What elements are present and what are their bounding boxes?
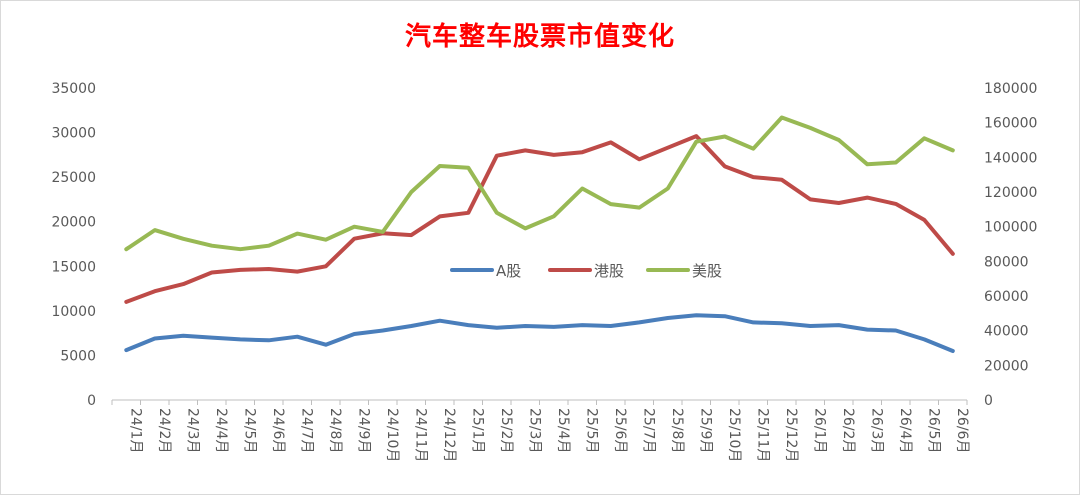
- x-tick-label: 25/9月: [697, 408, 713, 453]
- left-tick-label: 30000: [51, 126, 96, 142]
- axes: [111, 399, 968, 405]
- right-tick-label: 0: [984, 393, 993, 409]
- right-axis-ticks: 0 20000 40000 60000 80000 100000 120000 140000 1…: [984, 81, 1037, 409]
- x-tick-label: 24/3月: [184, 408, 200, 453]
- legend-label: 美股: [692, 262, 722, 280]
- legend: A股 港股 美股: [450, 262, 722, 280]
- x-tick-label: 26/2月: [840, 408, 856, 453]
- x-tick-label: 25/3月: [526, 408, 542, 453]
- left-tick-label: 35000: [51, 81, 96, 97]
- right-tick-label: 80000: [984, 254, 1029, 270]
- legend-label: 港股: [594, 262, 624, 280]
- right-tick-label: 140000: [984, 150, 1037, 166]
- right-tick-label: 40000: [984, 324, 1029, 340]
- x-tick-label: 24/2月: [156, 408, 172, 453]
- left-tick-label: 20000: [51, 215, 96, 231]
- right-tick-label: 100000: [984, 220, 1037, 236]
- left-tick-label: 10000: [51, 304, 96, 320]
- x-tick-label: 24/9月: [355, 408, 371, 453]
- x-tick-label: 25/6月: [612, 408, 628, 453]
- x-tick-label: 25/5月: [583, 408, 599, 453]
- x-tick-label: 25/2月: [498, 408, 514, 453]
- x-tick-label: 26/5月: [925, 408, 941, 453]
- x-tick-label: 24/1月: [127, 408, 143, 453]
- series-line-港股: [124, 134, 955, 304]
- right-tick-label: 20000: [984, 358, 1029, 374]
- series-line-美股: [124, 115, 955, 252]
- x-tick-label: 25/7月: [640, 408, 656, 453]
- legend-label: A股: [496, 262, 521, 280]
- x-tick-label: 25/12月: [783, 408, 799, 462]
- x-tick-label: 25/11月: [754, 408, 770, 462]
- x-tick-label: 26/1月: [811, 408, 827, 453]
- series-lines: [124, 115, 955, 353]
- x-tick-label: 24/6月: [270, 408, 286, 453]
- x-tick-label: 25/1月: [469, 408, 485, 453]
- x-tick-label: 26/4月: [897, 408, 913, 453]
- left-axis-ticks: 0 5000 10000 15000 20000 25000 30000 35000: [51, 81, 96, 409]
- x-tick-label: 26/6月: [954, 408, 970, 453]
- left-tick-label: 5000: [60, 348, 96, 364]
- x-tick-label: 24/11月: [412, 408, 428, 462]
- x-tick-label: 24/4月: [213, 408, 229, 453]
- x-tick-label: 25/10月: [726, 408, 742, 462]
- series-line-A股: [124, 313, 955, 353]
- x-axis-ticks: 24/1月 24/2月 24/3月 24/4月 24/5月 24/6月 24/7月 24/8月…: [127, 408, 970, 462]
- x-tick-label: 25/4月: [555, 408, 571, 453]
- right-tick-label: 60000: [984, 289, 1029, 305]
- right-tick-label: 180000: [984, 81, 1037, 97]
- x-tick-label: 24/5月: [241, 408, 257, 453]
- x-tick-label: 24/8月: [327, 408, 343, 453]
- x-tick-label: 24/7月: [298, 408, 314, 453]
- x-tick-label: 25/8月: [669, 408, 685, 453]
- chart-title: 汽车整车股票市值变化: [404, 22, 675, 52]
- left-tick-label: 25000: [51, 170, 96, 186]
- x-tick-label: 24/12月: [441, 408, 457, 462]
- x-tick-label: 24/10月: [384, 408, 400, 462]
- left-tick-label: 15000: [51, 259, 96, 275]
- x-tick-label: 26/3月: [868, 408, 884, 453]
- right-tick-label: 120000: [984, 185, 1037, 201]
- right-tick-label: 160000: [984, 116, 1037, 132]
- left-tick-label: 0: [87, 393, 96, 409]
